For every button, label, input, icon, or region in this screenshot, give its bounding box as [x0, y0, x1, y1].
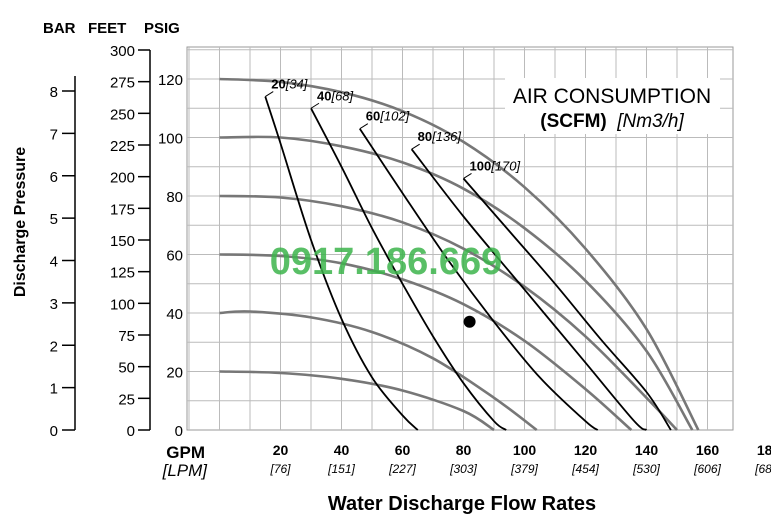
x-axis-title: Water Discharge Flow Rates	[328, 493, 596, 515]
air-label-leader	[463, 173, 472, 179]
x-tick-label-lpm: [530]	[632, 462, 660, 476]
psig-tick-label: 0	[175, 423, 183, 440]
feet-tick-label: 150	[110, 233, 135, 250]
bar-tick-label: 0	[50, 423, 58, 440]
performance-curve	[219, 253, 633, 431]
feet-tick-label: 275	[110, 75, 135, 92]
bar-tick-group: 8 7 6 5 4 3 2 1 0	[50, 84, 75, 440]
air-label-leader	[310, 102, 320, 109]
x-tick-label: 40	[334, 442, 350, 458]
feet-tick-label: 300	[110, 43, 135, 60]
x-tick-label: 140	[635, 442, 659, 458]
psig-tick-label: 80	[166, 189, 183, 206]
x-tick-label-lpm: [379]	[510, 462, 538, 476]
x-tick-label: 160	[696, 442, 720, 458]
phone-watermark: 0917.186.669	[270, 241, 502, 283]
air-consumption-label: 20[34]	[271, 77, 308, 92]
x-tick-label: 120	[574, 442, 598, 458]
performance-curve	[219, 310, 538, 432]
psig-tick-label: 20	[166, 365, 183, 382]
air-consumption-curve	[359, 128, 599, 431]
legend-unit-scfm: (SCFM)	[540, 111, 606, 132]
feet-tick-label: 100	[110, 296, 135, 313]
grid-lines	[187, 47, 733, 430]
air-consumption-label: 80[136]	[418, 129, 462, 144]
air-label-leader	[359, 123, 369, 130]
air-label-scfm: 60	[366, 109, 380, 124]
air-label-scfm: 20	[271, 77, 285, 92]
air-label-scfm: 40	[317, 88, 331, 103]
air-consumption-curve-group	[264, 96, 672, 431]
psig-tick-label: 60	[166, 248, 183, 265]
operating-point-marker	[463, 315, 476, 328]
feet-tick-label: 0	[127, 423, 135, 440]
legend-unit-nm3h: [Nm3/h]	[616, 111, 684, 132]
bar-tick-label: 4	[50, 254, 58, 271]
feet-tick-label: 250	[110, 106, 135, 123]
air-consumption-label: 40[68]	[317, 88, 354, 103]
psig-unit-header: PSIG	[144, 20, 180, 37]
air-consumption-curve	[410, 148, 648, 431]
x-tick-label-lpm: [227]	[388, 462, 416, 476]
feet-tick-label: 175	[110, 201, 135, 218]
x-tick-label-lpm: [454]	[571, 462, 599, 476]
psig-tick-group: 120 100 80 60 40 20 0	[158, 72, 183, 440]
y-axis-title: Discharge Pressure	[12, 147, 29, 297]
air-label-nm3h: [170]	[490, 158, 520, 173]
x-tick-group: 20 [76] 40 [151] 60 [227] 80 [303] 100 [379] 120 [4…	[269, 442, 771, 476]
x-unit-gpm: GPM	[166, 443, 205, 462]
bar-tick-label: 3	[50, 296, 58, 313]
feet-tick-label: 125	[110, 265, 135, 282]
air-label-leader	[411, 143, 420, 150]
x-tick-label: 80	[456, 442, 472, 458]
air-consumption-curve	[264, 96, 419, 431]
psig-tick-label: 120	[158, 72, 183, 89]
bar-tick-label: 2	[50, 338, 58, 355]
air-label-nm3h: [102]	[379, 109, 409, 124]
air-label-nm3h: [68]	[330, 88, 353, 103]
bar-tick-label: 7	[50, 126, 58, 143]
feet-unit-header: FEET	[88, 20, 126, 37]
air-consumption-curve	[462, 177, 672, 431]
performance-curve	[219, 135, 694, 431]
air-consumption-label: 100[170]	[470, 158, 521, 173]
bar-tick-label: 6	[50, 169, 58, 186]
feet-tick-label: 75	[118, 328, 135, 345]
air-consumption-curve	[310, 107, 507, 431]
bar-tick-label: 1	[50, 381, 58, 398]
x-tick-label: 180	[757, 442, 771, 458]
air-label-nm3h: [136]	[431, 129, 461, 144]
air-label-leader	[264, 91, 274, 97]
psig-tick-label: 100	[158, 131, 183, 148]
bar-tick-label: 5	[50, 211, 58, 228]
air-consumption-label: 60[102]	[366, 109, 410, 124]
legend-units-line: (SCFM) [Nm3/h]	[540, 111, 684, 132]
bar-tick-label: 8	[50, 84, 58, 101]
feet-tick-label: 200	[110, 170, 135, 187]
feet-tick-label: 50	[118, 360, 135, 377]
x-tick-label-lpm: [151]	[327, 462, 355, 476]
x-tick-label: 60	[395, 442, 411, 458]
performance-curve	[219, 194, 678, 431]
x-tick-label-lpm: [303]	[449, 462, 477, 476]
psig-tick-label: 40	[166, 306, 183, 323]
performance-curve	[219, 77, 700, 431]
x-tick-label-lpm: [681]	[754, 462, 771, 476]
bar-unit-header: BAR	[43, 20, 76, 37]
air-label-scfm: 80	[418, 129, 432, 144]
x-unit-lpm: [LPM]	[162, 461, 209, 480]
feet-tick-label: 25	[118, 391, 135, 408]
x-tick-label: 20	[273, 442, 289, 458]
air-label-scfm: 100	[470, 158, 492, 173]
x-tick-label-lpm: [606]	[693, 462, 721, 476]
legend-box	[505, 78, 720, 134]
legend-title: AIR CONSUMPTION	[513, 85, 711, 108]
air-consumption-label-group: 20[34] 40[68] 60[102] 80[136] 100[170]	[264, 77, 521, 179]
air-label-nm3h: [34]	[285, 77, 308, 92]
x-tick-label-lpm: [76]	[269, 462, 291, 476]
x-tick-label: 100	[513, 442, 537, 458]
feet-tick-label: 225	[110, 138, 135, 155]
